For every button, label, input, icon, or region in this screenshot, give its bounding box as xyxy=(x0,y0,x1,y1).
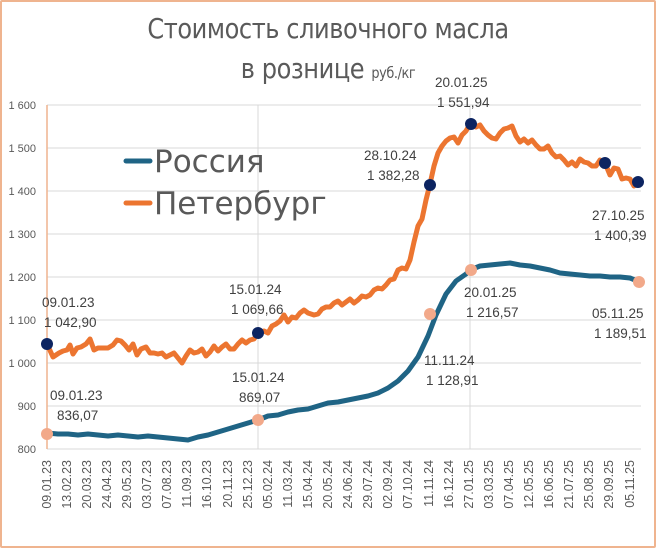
marker-ru-15-01-24 xyxy=(252,414,264,426)
gridlines xyxy=(47,104,641,450)
label-value: 1 128,91 xyxy=(426,373,479,388)
label-date: 28.10.24 xyxy=(364,148,417,163)
x-tick: 29.07.24 xyxy=(361,460,375,509)
label-date: 15.01.24 xyxy=(229,282,282,297)
label-value: 1 189,51 xyxy=(594,326,647,341)
legend-label-spb: Петербург xyxy=(154,186,327,222)
chart-title-line1: Стоимость сливочного масла xyxy=(147,12,509,45)
x-tick: 07.10.24 xyxy=(401,460,415,509)
x-tick: 20.03.23 xyxy=(80,460,94,509)
label-date: 20.01.25 xyxy=(464,285,517,300)
marker-spb-point xyxy=(599,157,611,169)
x-tick: 09.01.23 xyxy=(40,460,54,509)
label-value: 1 042,90 xyxy=(44,315,97,330)
x-tick: 20.05.24 xyxy=(321,460,335,509)
marker-ru-11-11-24 xyxy=(424,308,436,320)
x-tick: 27.01.25 xyxy=(462,460,476,509)
series-line-spb xyxy=(44,121,641,366)
x-tick: 05.11.25 xyxy=(623,460,637,508)
markers-spb xyxy=(41,118,644,350)
x-tick: 02.09.24 xyxy=(381,460,395,509)
x-tick: 24.04.23 xyxy=(100,460,114,509)
labels-spb: 09.01.23 1 042,90 15.01.24 1 069,66 28.1… xyxy=(42,75,647,330)
label-value: 836,07 xyxy=(57,408,98,423)
y-tick: 900 xyxy=(18,401,36,413)
x-tick: 25.12.23 xyxy=(241,460,255,509)
label-date: 09.01.23 xyxy=(50,388,103,403)
chart-unit: руб./кг xyxy=(371,64,416,82)
label-value: 1 069,66 xyxy=(231,302,284,317)
x-tick: 24.06.24 xyxy=(341,460,355,509)
x-tick: 15.04.24 xyxy=(301,460,315,509)
chart-title-line2: в рознице руб./кг xyxy=(46,52,610,85)
label-value: 1 400,39 xyxy=(594,228,647,243)
chart-title-main: в рознице xyxy=(240,52,365,85)
labels-russia: 09.01.23 836,07 15.01.24 869,07 11.11.24… xyxy=(50,285,647,423)
y-tick: 1 300 xyxy=(8,229,36,241)
marker-ru-05-11-25 xyxy=(633,276,645,288)
label-date: 27.10.25 xyxy=(592,208,645,223)
markers-russia xyxy=(41,264,645,440)
label-value: 1 551,94 xyxy=(437,95,490,110)
x-tick: 25.08.25 xyxy=(582,460,596,509)
x-tick: 07.08.23 xyxy=(160,460,174,509)
x-axis-labels: 09.01.23 13.02.23 20.03.23 24.04.23 29.0… xyxy=(40,460,637,509)
x-tick: 21.07.25 xyxy=(562,460,576,509)
y-axis-labels: 1 600 1 500 1 400 1 300 1 200 1 100 1 00… xyxy=(8,100,36,456)
x-tick: 20.11.23 xyxy=(221,460,235,508)
marker-spb-09-01-23 xyxy=(41,338,53,350)
y-tick: 1 100 xyxy=(8,315,36,327)
label-date: 20.01.25 xyxy=(435,75,488,90)
label-date: 15.01.24 xyxy=(232,370,285,385)
marker-spb-20-01-25 xyxy=(465,118,477,130)
y-tick: 1 600 xyxy=(8,100,36,112)
legend-label-russia: Россия xyxy=(154,144,265,180)
marker-ru-09-01-23 xyxy=(41,428,53,440)
y-tick: 1 500 xyxy=(8,143,36,155)
series-line-russia xyxy=(44,260,643,443)
x-tick: 29.05.23 xyxy=(120,460,134,509)
x-tick: 16.12.24 xyxy=(442,460,456,509)
label-date: 05.11.25 xyxy=(592,306,644,321)
x-tick: 11.09.23 xyxy=(180,460,194,508)
marker-ru-20-01-25 xyxy=(465,264,477,276)
label-date: 11.11.24 xyxy=(424,353,475,368)
x-tick: 07.04.25 xyxy=(502,460,516,509)
x-tick: 16.06.25 xyxy=(542,460,556,509)
x-tick: 05.02.24 xyxy=(261,460,275,509)
x-tick: 16.10.23 xyxy=(200,460,214,509)
x-tick: 12.05.25 xyxy=(522,460,536,509)
y-tick: 1 400 xyxy=(8,186,36,198)
x-tick: 29.09.25 xyxy=(602,460,616,509)
x-tick: 11.11.24 xyxy=(422,460,436,507)
label-value: 1 216,57 xyxy=(466,305,519,320)
y-tick: 800 xyxy=(18,444,36,456)
x-tick: 03.03.25 xyxy=(482,460,496,509)
y-tick: 1 200 xyxy=(8,272,36,284)
marker-spb-28-10-24 xyxy=(424,179,436,191)
x-tick: 03.07.23 xyxy=(140,460,154,509)
marker-spb-15-01-24 xyxy=(252,327,264,339)
label-date: 09.01.23 xyxy=(42,295,95,310)
y-tick: 1 000 xyxy=(8,358,36,370)
label-value: 1 382,28 xyxy=(367,168,420,183)
label-value: 869,07 xyxy=(239,390,280,405)
x-tick: 13.02.23 xyxy=(60,460,74,509)
legend: Россия Петербург xyxy=(123,144,327,222)
marker-spb-27-10-25 xyxy=(632,176,644,188)
x-tick: 11.03.24 xyxy=(281,460,295,508)
